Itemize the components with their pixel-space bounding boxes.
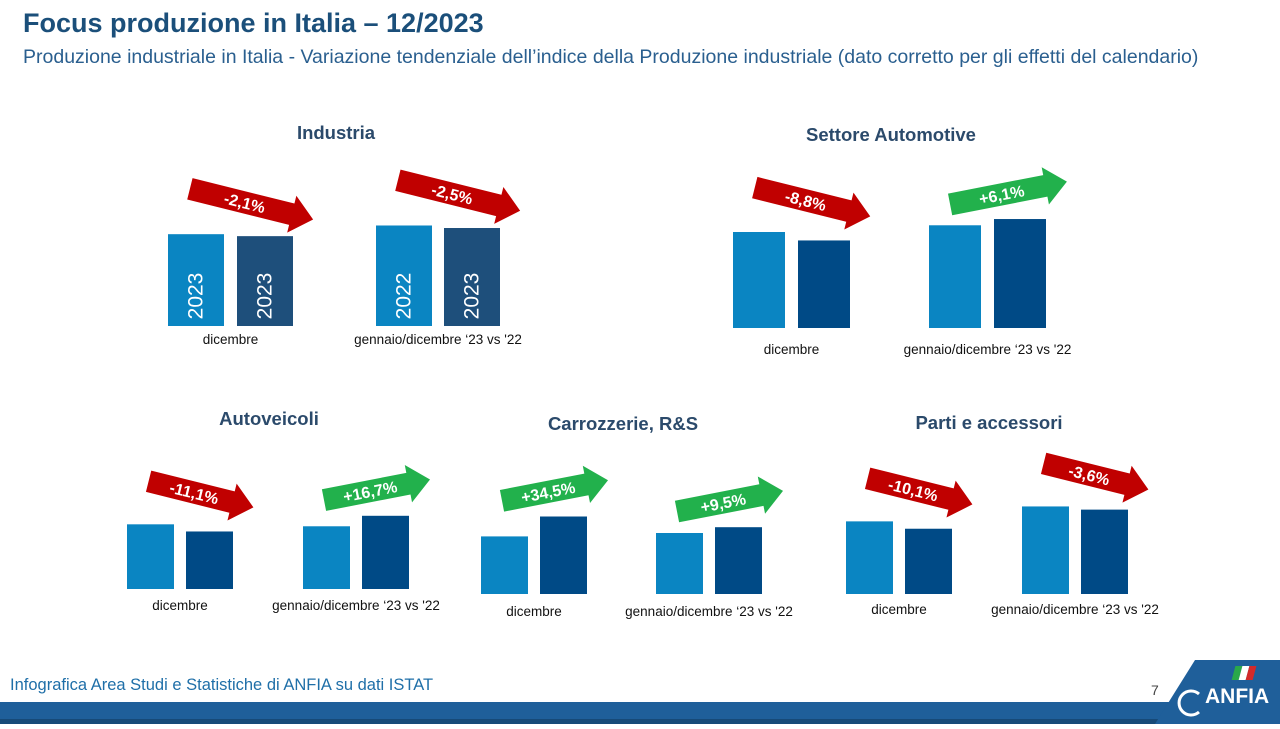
panel-title-carrozzerie: Carrozzerie, R&S [547, 413, 699, 434]
bar-4-0-0 [846, 521, 893, 594]
change-arrow: +6,1% [947, 167, 1067, 216]
bar-1-1-0 [929, 225, 981, 328]
bar-3-1-0 [656, 533, 703, 594]
group-label: dicembre [764, 342, 820, 357]
arrow-up-icon [674, 476, 784, 523]
bar-4-1-1 [1081, 509, 1128, 594]
change-arrow: -11,1% [145, 470, 254, 521]
bar-1-1-1 [994, 219, 1046, 328]
group-label: gennaio/dicembre ‘23 vs '22 [272, 598, 440, 613]
bar-year-label: 2023 [185, 273, 208, 320]
bar-year-label: 2022 [393, 273, 416, 320]
bar-1-0-1 [798, 240, 850, 328]
group-label: dicembre [152, 598, 208, 613]
bar-2-1-1 [362, 515, 409, 589]
group-label: gennaio/dicembre ‘23 vs '22 [354, 332, 522, 347]
group-label: dicembre [871, 602, 927, 617]
bar-3-0-1 [540, 516, 587, 594]
panel-title-industria: Industria [296, 122, 376, 143]
change-arrow: -8,8% [752, 176, 871, 230]
change-arrow: -2,5% [395, 169, 521, 224]
group-label: dicembre [203, 332, 259, 347]
change-arrow: -3,6% [1040, 452, 1149, 503]
group-label: gennaio/dicembre ‘23 vs '22 [991, 602, 1159, 617]
arrow-down-icon [864, 467, 973, 518]
footer-bar [0, 702, 1170, 724]
group-label: gennaio/dicembre ‘23 vs '22 [904, 342, 1072, 357]
change-arrow: +9,5% [674, 476, 784, 523]
logo-text: ANFIA [1205, 685, 1269, 708]
bar-4-0-1 [905, 528, 952, 594]
panel-title-autoveicoli: Autoveicoli [219, 408, 319, 429]
bar-0-1-0 [376, 225, 432, 326]
bar-3-0-0 [481, 536, 528, 594]
bar-3-1-1 [715, 527, 762, 594]
bar-1-0-0 [733, 232, 785, 328]
page-number: 7 [1151, 682, 1159, 698]
arrow-down-icon [187, 178, 314, 233]
footer-bar-dark [0, 719, 1170, 724]
footer-source: Infografica Area Studi e Statistiche di … [10, 676, 434, 694]
page-subtitle: Produzione industriale in Italia - Varia… [23, 46, 1199, 68]
arrow-up-icon [499, 465, 609, 512]
change-arrow: +34,5% [499, 465, 609, 512]
bar-2-0-0 [127, 524, 174, 589]
change-arrow: -10,1% [864, 467, 973, 518]
group-label: dicembre [506, 604, 562, 619]
arrow-down-icon [395, 169, 521, 224]
arrow-down-icon [145, 470, 254, 521]
bar-2-1-0 [303, 526, 350, 589]
panel-title-parti: Parti e accessori [915, 412, 1063, 433]
bar-0-0-1 [237, 236, 293, 326]
change-arrow: +16,7% [321, 465, 431, 511]
bar-2-0-1 [186, 531, 233, 589]
page-title: Focus produzione in Italia – 12/2023 [23, 8, 484, 38]
bar-0-1-1 [444, 228, 500, 326]
arrow-up-icon [947, 167, 1067, 216]
bar-4-1-0 [1022, 506, 1069, 594]
bar-0-0-0 [168, 234, 224, 326]
arrow-down-icon [1040, 452, 1149, 503]
arrow-up-icon [321, 465, 431, 511]
bar-year-label: 2023 [254, 273, 277, 320]
change-arrow: -2,1% [187, 178, 314, 233]
group-label: gennaio/dicembre ‘23 vs '22 [625, 604, 793, 619]
bar-year-label: 2023 [461, 273, 484, 320]
logo-c-icon [1177, 689, 1200, 717]
arrow-down-icon [752, 176, 871, 230]
anfia-logo: ANFIA [1155, 660, 1280, 724]
panel-title-automotive: Settore Automotive [806, 124, 976, 145]
